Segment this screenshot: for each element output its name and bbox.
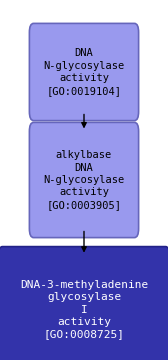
FancyBboxPatch shape bbox=[29, 122, 139, 238]
FancyBboxPatch shape bbox=[29, 23, 139, 121]
Text: DNA
N-glycosylase
activity
[GO:0019104]: DNA N-glycosylase activity [GO:0019104] bbox=[43, 48, 125, 96]
Text: alkylbase
DNA
N-glycosylase
activity
[GO:0003905]: alkylbase DNA N-glycosylase activity [GO… bbox=[43, 150, 125, 210]
Text: DNA-3-methyladenine
glycosylase
I
activity
[GO:0008725]: DNA-3-methyladenine glycosylase I activi… bbox=[20, 280, 148, 339]
FancyBboxPatch shape bbox=[0, 247, 168, 360]
